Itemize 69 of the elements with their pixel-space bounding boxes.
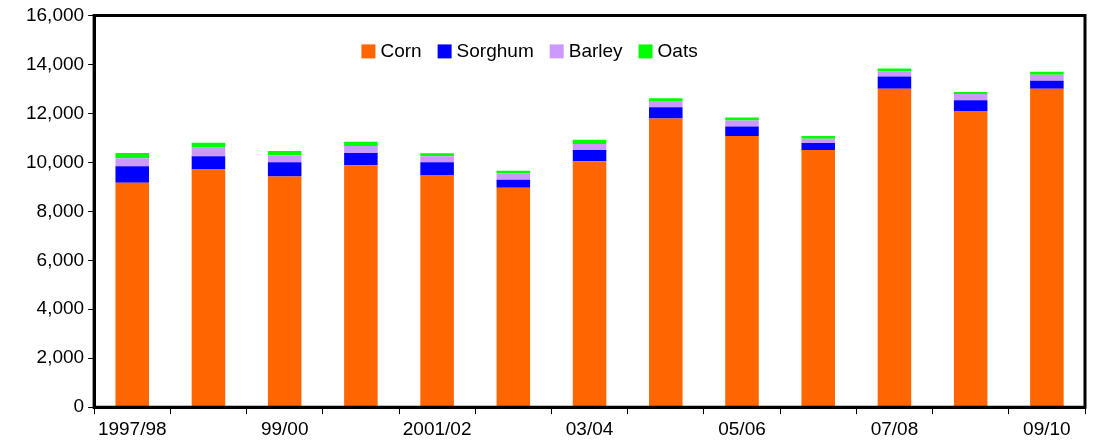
bar [953, 111, 988, 407]
bar [115, 158, 149, 167]
bar [877, 71, 912, 77]
bar [572, 143, 607, 151]
bar [572, 139, 607, 144]
bar [649, 118, 683, 407]
bar [344, 153, 378, 166]
bar [725, 135, 759, 407]
bar [496, 173, 531, 180]
bar [649, 98, 683, 102]
x-tick-label: 03/04 [565, 417, 614, 439]
bar [191, 146, 226, 157]
bar [191, 156, 226, 170]
bar [420, 153, 454, 157]
x-tick-label: 2001/02 [402, 417, 472, 439]
legend-label: Corn [380, 39, 422, 61]
legend-label: Sorghum [456, 39, 534, 61]
legend-label: Barley [568, 39, 624, 61]
bar [725, 126, 759, 136]
y-tick-label: 12,000 [25, 101, 85, 123]
y-tick-label: 0 [73, 395, 85, 417]
bar [191, 169, 226, 407]
bar [649, 107, 683, 119]
y-tick-label: 6,000 [36, 248, 85, 270]
bar [344, 145, 378, 154]
bar [496, 187, 531, 407]
bar [267, 162, 302, 177]
bar [344, 165, 378, 407]
bar [801, 135, 835, 139]
bar [344, 141, 378, 146]
bar [115, 153, 149, 159]
bar [801, 138, 835, 143]
bar [649, 101, 683, 108]
bar [725, 120, 759, 127]
bar [1030, 80, 1064, 89]
y-tick-label: 2,000 [36, 346, 85, 368]
bar [420, 175, 454, 407]
bar [1030, 88, 1064, 407]
bar [191, 142, 226, 147]
bar [420, 156, 454, 163]
bar [420, 162, 454, 176]
bar [1030, 74, 1064, 81]
bar [877, 76, 912, 89]
bar [496, 179, 531, 188]
bar [801, 150, 835, 407]
bar [115, 182, 149, 407]
bar [801, 142, 835, 151]
y-tick-label: 10,000 [25, 150, 85, 172]
x-tick-label: 09/10 [1023, 417, 1071, 439]
legend-label: Oats [657, 39, 698, 61]
x-tick-label: 1997/98 [97, 417, 167, 439]
bar [267, 176, 302, 407]
bar [572, 161, 607, 407]
bar [572, 150, 607, 162]
bar [877, 88, 912, 407]
bar [953, 100, 988, 112]
x-tick-label: 99/00 [260, 417, 309, 439]
y-tick-label: 16,000 [25, 3, 85, 25]
bar [267, 155, 302, 163]
bar [115, 166, 149, 183]
y-tick-label: 4,000 [36, 297, 85, 319]
bar [1030, 71, 1064, 75]
bar [496, 170, 531, 174]
x-tick-label: 07/08 [870, 417, 919, 439]
bar [267, 151, 302, 156]
y-tick-label: 14,000 [25, 52, 85, 74]
x-tick-label: 05/06 [718, 417, 766, 439]
bar [953, 94, 988, 101]
y-tick-label: 8,000 [36, 199, 85, 221]
